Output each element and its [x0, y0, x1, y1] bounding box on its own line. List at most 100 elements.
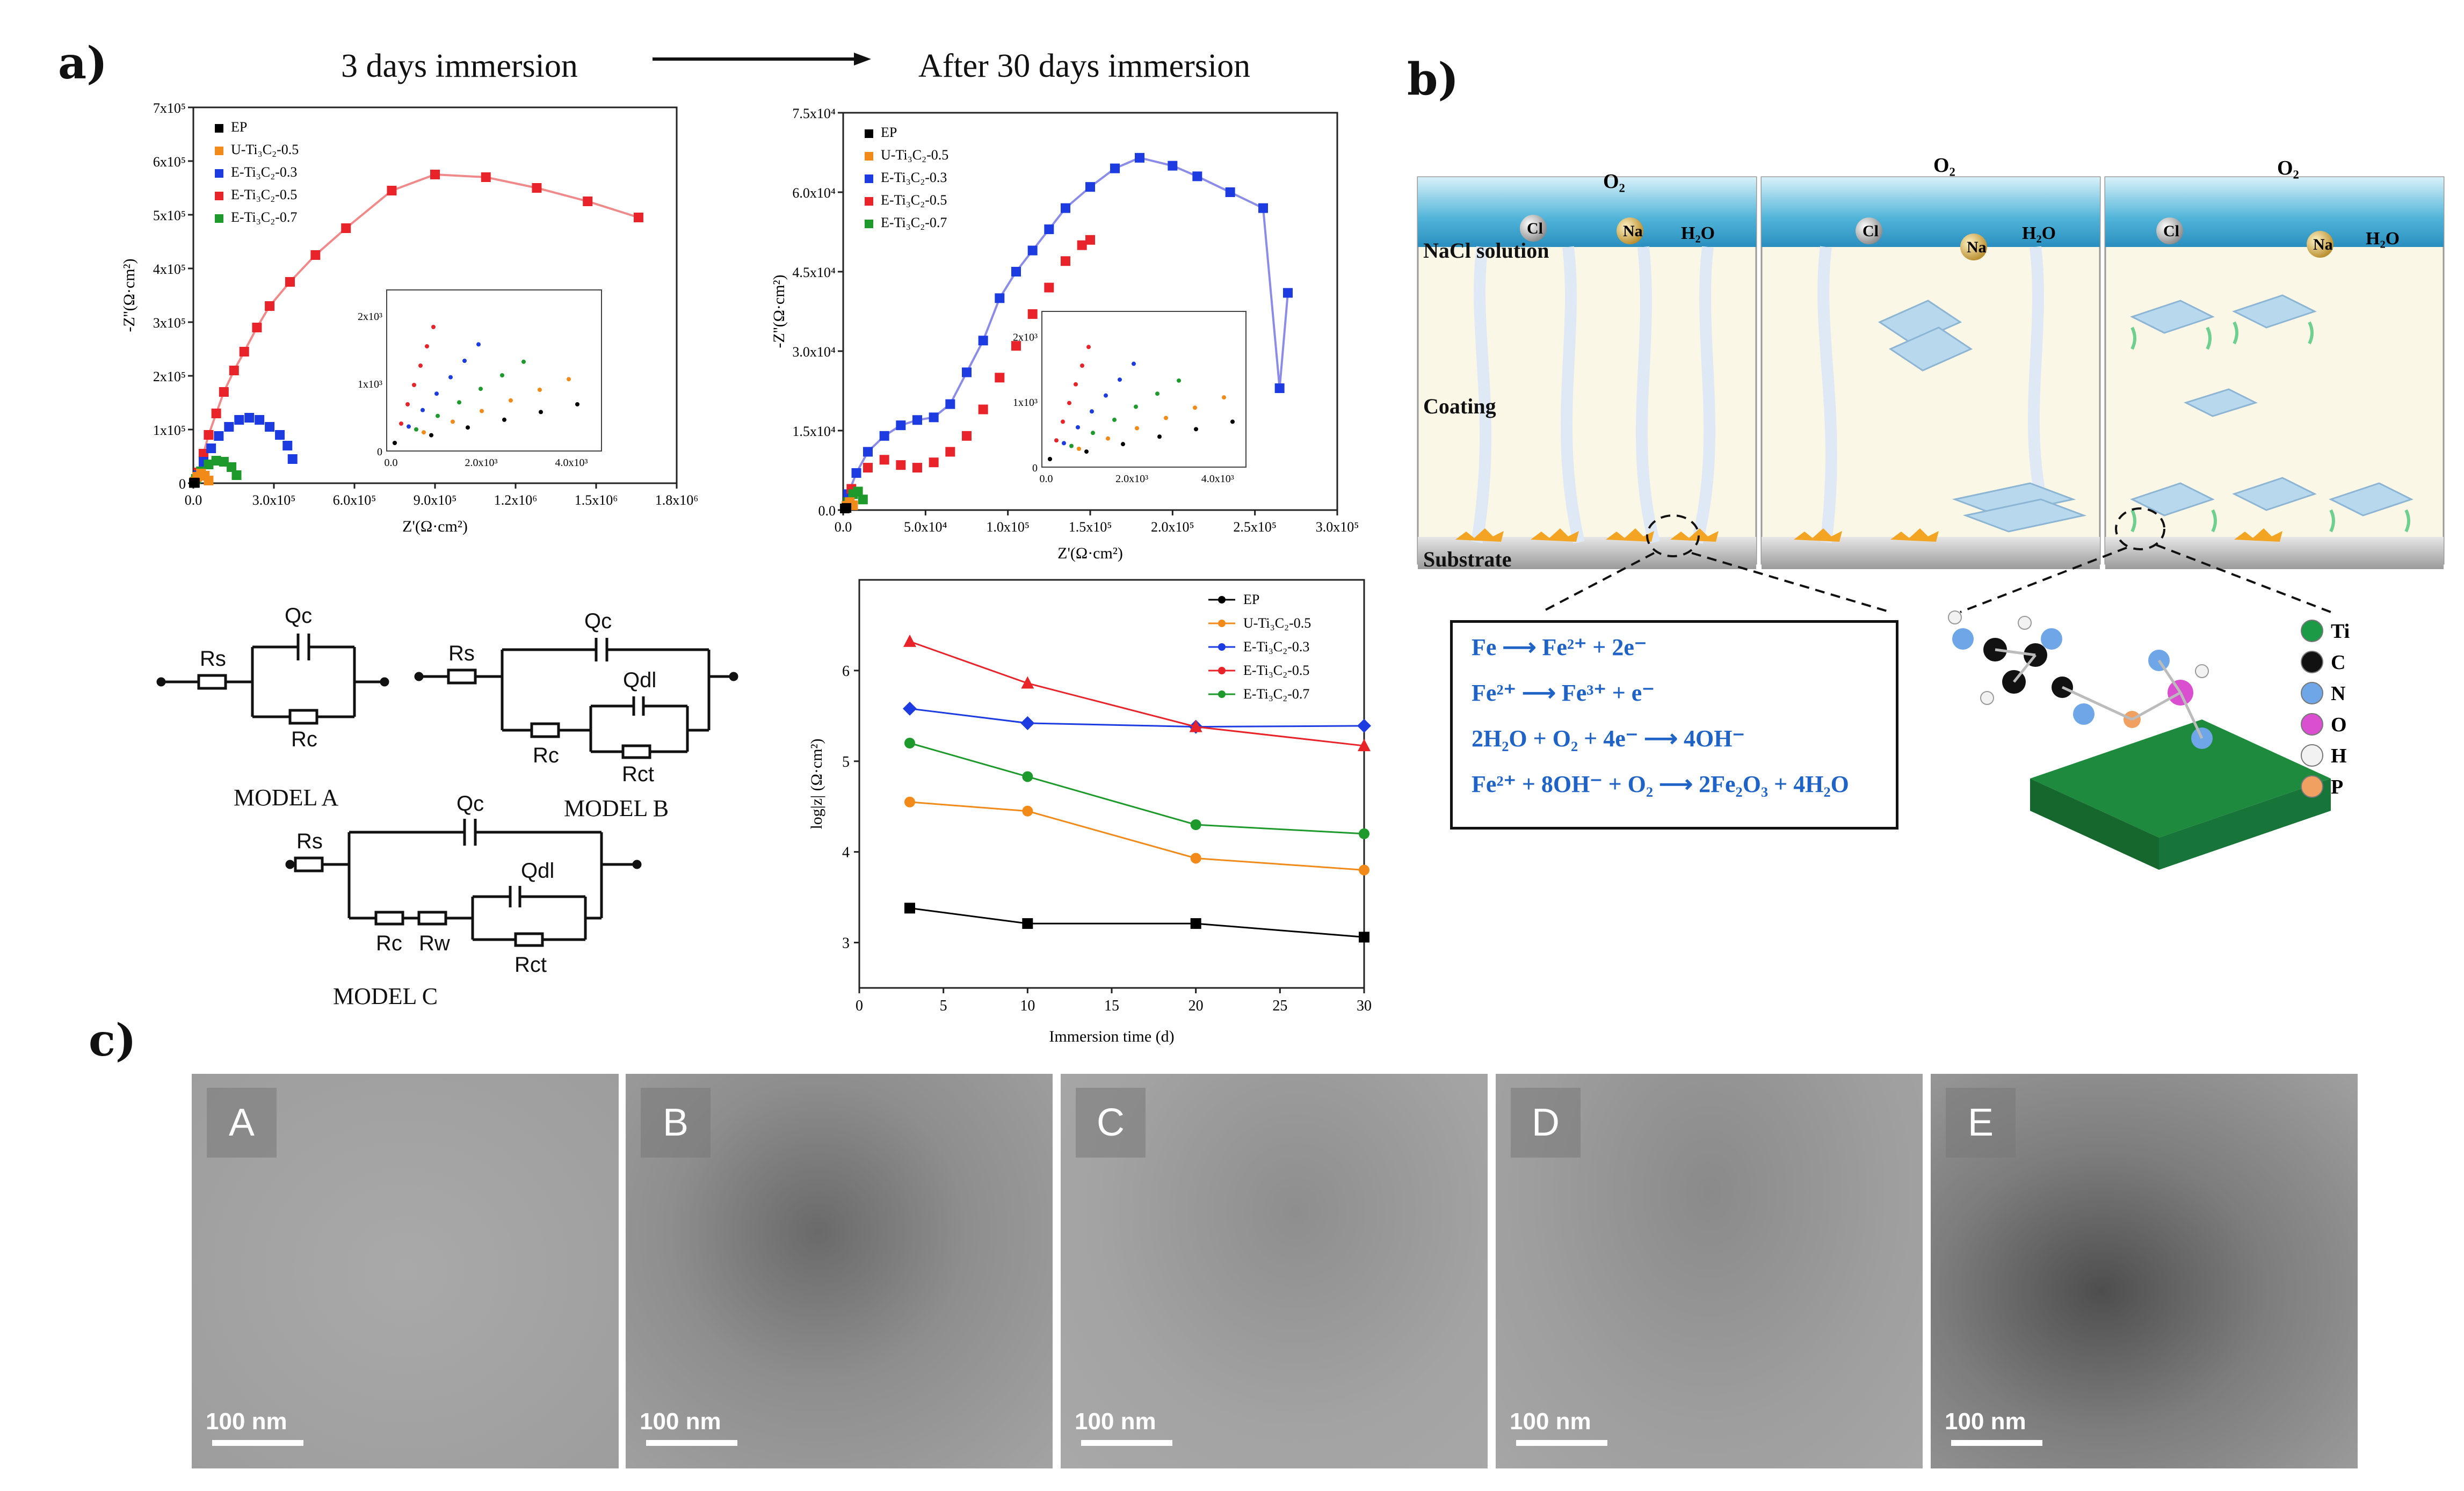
- marker-e-ti-c-0-5: [583, 197, 593, 206]
- substrate-label: Substrate: [1423, 547, 1511, 571]
- x-tick-label: 2.0x10⁵: [1151, 519, 1194, 535]
- marker-e-ti-c-0-5: [633, 213, 643, 222]
- marker-e-ti-c-0-3: [255, 415, 265, 425]
- y-tick-label: 3.0x10⁴: [792, 344, 836, 360]
- reaction-4: Fe²⁺ + 8OH⁻ + O₂ ⟶ 2Fe₂O₃ + 4H₂O: [1472, 771, 1849, 797]
- y-axis-label: log|z| (Ω·cm²): [808, 738, 825, 829]
- inset-point: [425, 344, 429, 348]
- atom-ti-swatch: [2301, 620, 2323, 642]
- marker-e-ti-c-0-5: [310, 250, 321, 260]
- scale-bar-d: [1516, 1440, 1607, 1446]
- equivalent-circuits: Rs Qc Rc Rs Qc Qdl Rc Rct Rs Qc Qdl Rc R…: [156, 604, 738, 1009]
- marker-e-ti-c-0-7: [204, 460, 214, 469]
- marker-e-ti-c-0-3: [945, 399, 955, 409]
- marker-e-ti-c-0-5: [1077, 240, 1087, 250]
- y-tick-label: 1x10⁵: [153, 423, 186, 438]
- inset-point: [1121, 442, 1125, 447]
- marker-e-ti-c-0-3: [282, 441, 293, 450]
- schematic-column-1: [1417, 176, 1757, 569]
- y-axis-label: -Z''(Ω·cm²): [120, 258, 138, 332]
- inset-point: [448, 375, 453, 380]
- model-c-qdl: Qdl: [521, 859, 554, 883]
- atom-h-swatch: [2301, 744, 2323, 767]
- legend-marker-u-ti-c-0-5: [215, 147, 223, 155]
- legend-label-u-ti-c-0-5: U-Ti₃C₂-0.5: [231, 142, 299, 157]
- marker-e-ti-c-0-5: [1027, 309, 1038, 319]
- tem-tag-a: A: [207, 1088, 277, 1158]
- x-tick-label: 6.0x10⁵: [333, 492, 376, 508]
- marker-e-ti-c-0-3: [1061, 203, 1070, 213]
- legend-marker-u-ti-c-0-5: [1218, 620, 1226, 627]
- tem-image-b: B 100 nm: [626, 1074, 1053, 1468]
- model-b-qdl: Qdl: [623, 668, 656, 692]
- marker-ep: [904, 903, 915, 914]
- legend-marker-e-ti-c-0-7: [865, 220, 873, 228]
- inset-point: [538, 388, 542, 392]
- x-tick-label: 0.0: [185, 492, 202, 508]
- legend-marker-ep: [215, 124, 223, 133]
- marker-e-ti-c-0-3: [896, 420, 906, 431]
- inset-point: [500, 373, 504, 377]
- cl-ion-2: Cl: [1863, 222, 1879, 240]
- marker-e-ti-c-0-5: [532, 183, 542, 193]
- x-tick-label: 9.0x10⁵: [414, 492, 457, 508]
- marker-e-ti-c-0-5: [430, 170, 440, 179]
- inset-point: [1076, 425, 1080, 430]
- y-tick-label: 4: [842, 845, 850, 861]
- inset-point: [1164, 416, 1168, 420]
- marker-e-ti-c-0-5: [204, 430, 214, 440]
- legend-label-e-ti-c-0-5: E-Ti₃C₂-0.5: [881, 192, 947, 208]
- x-tick-label: 0.0: [835, 519, 852, 535]
- reaction-box: Fe ⟶ Fe²⁺ + 2e⁻ Fe²⁺ ⟶ Fe³⁺ + e⁻ 2H₂O + …: [1450, 620, 1898, 830]
- legend-marker-u-ti-c-0-5: [865, 152, 873, 161]
- marker-e-ti-c-0-3: [1020, 716, 1035, 730]
- marker-e-ti-c-0-5: [211, 409, 221, 418]
- inset-y-tick-label: 1x10³: [1013, 397, 1038, 409]
- marker-e-ti-c-0-5: [896, 460, 906, 470]
- inset-point: [1118, 377, 1122, 382]
- inset-point: [1112, 417, 1117, 422]
- inset-frame: [386, 289, 602, 452]
- marker-e-ti-c-0-3: [978, 336, 988, 346]
- atom-ti-label: Ti: [2331, 620, 2350, 643]
- legend-label-e-ti-c-0-7: E-Ti₃C₂-0.7: [231, 209, 297, 225]
- marker-e-ti-c-0-5: [229, 366, 239, 375]
- inset-point: [436, 413, 440, 418]
- model-c-rct: Rct: [514, 953, 547, 977]
- x-tick-label: 10: [1020, 998, 1035, 1014]
- inset-point: [434, 391, 439, 396]
- marker-e-ti-c-0-3: [275, 430, 285, 440]
- marker-e-ti-c-0-3: [244, 413, 255, 423]
- marker-ep: [1190, 918, 1201, 929]
- inset-point: [421, 408, 425, 412]
- scale-bar-e: [1951, 1440, 2042, 1446]
- marker-e-ti-c-0-7: [904, 738, 915, 748]
- nyquist-3-days-chart: 0 1x10⁵ 2x10⁵ 3x10⁵ 4x10⁵ 5x10⁵ 6x10⁵ 7x10⁵ 0.0 3…: [120, 100, 698, 535]
- inset-point: [399, 421, 403, 426]
- marker-e-ti-c-0-3: [1274, 383, 1285, 394]
- inset-point: [462, 359, 467, 363]
- marker-e-ti-c-0-3: [851, 468, 861, 478]
- marker-e-ti-c-0-5: [387, 186, 397, 195]
- marker-e-ti-c-0-5: [481, 172, 491, 182]
- x-axis-label: Z'(Ω·cm²): [402, 518, 468, 535]
- marker-e-ti-c-0-3: [1085, 182, 1095, 192]
- inset-point: [1086, 345, 1091, 350]
- marker-u-ti-c-0-5: [904, 796, 915, 808]
- logz-vs-time-chart: 0 5 10 15 20 25 30 3 4 5 6 log|z| (Ω·cm²) Immersion …: [808, 579, 1372, 1045]
- atom-o-swatch: [2301, 713, 2323, 736]
- inset-point: [405, 402, 410, 406]
- series-line-u-ti-c-0-5: [909, 801, 1365, 871]
- model-c-rs: Rs: [296, 830, 323, 853]
- tem-scale-e: 100 nm: [1945, 1408, 2026, 1435]
- inset-point: [1077, 446, 1081, 451]
- legend-label-e-ti-c-0-5: E-Ti₃C₂-0.5: [1243, 663, 1309, 678]
- inset-point: [422, 430, 426, 435]
- series-line-e-ti-c-0-5: [909, 641, 1365, 747]
- atom-n-label: N: [2331, 682, 2345, 705]
- marker-ep: [1359, 932, 1369, 943]
- panel-b-label: b): [1407, 54, 1459, 105]
- marker-e-ti-c-0-3: [214, 431, 224, 441]
- model-a-rs-resistor: [197, 674, 227, 690]
- marker-e-ti-c-0-5: [285, 277, 295, 287]
